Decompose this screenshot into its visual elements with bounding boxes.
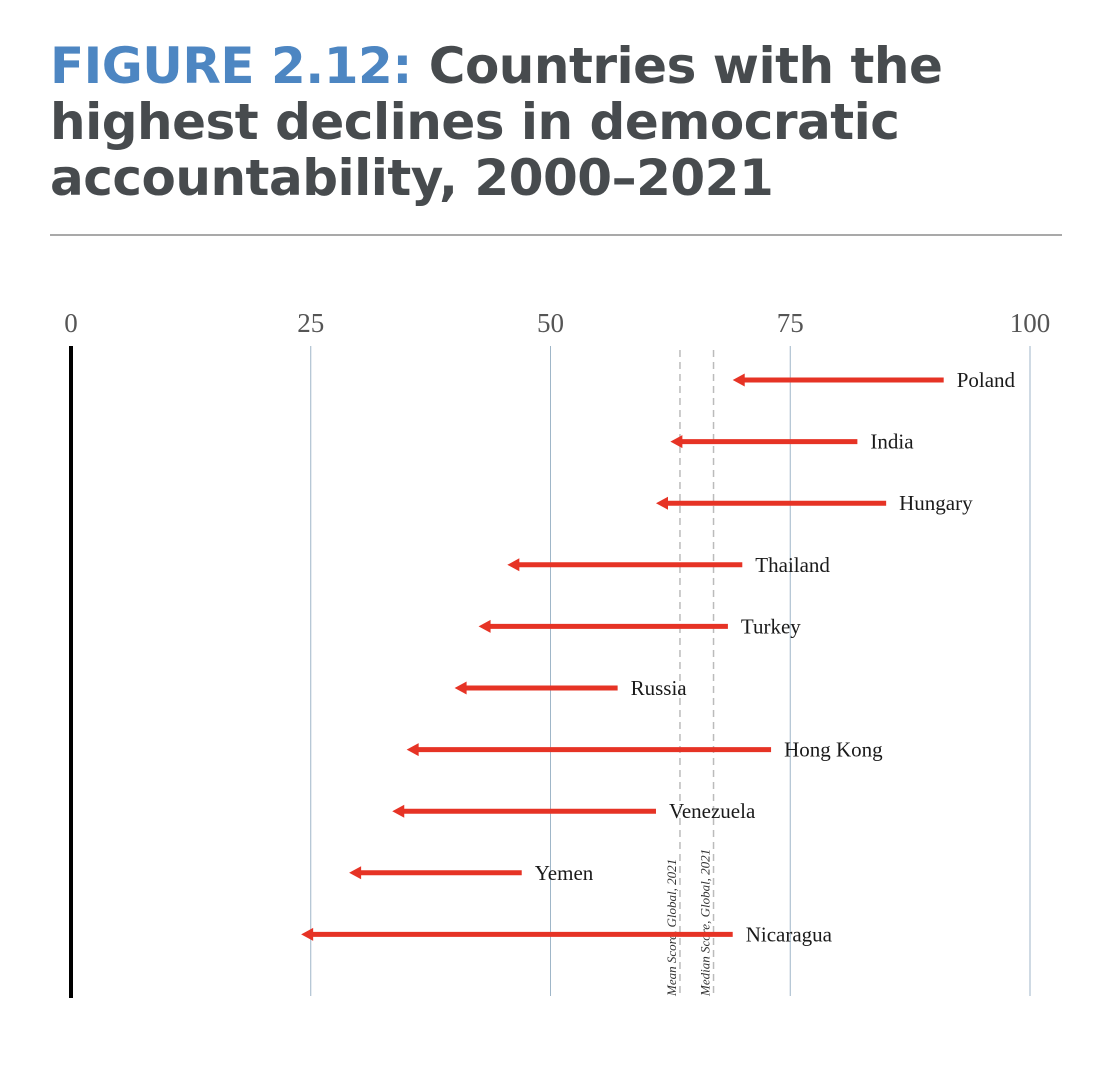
country-label-thailand: Thailand [755,553,830,577]
dumbbell-chart: Mean Score, Global, 2021 Median Score, Gl… [64,308,1050,998]
x-tick-label-50: 50 [537,308,564,338]
x-tick-label-75: 75 [777,308,804,338]
country-label-venezuela: Venezuela [669,799,756,823]
country-label-nicaragua: Nicaragua [746,922,833,946]
arrow-head-hungary [655,496,668,510]
arrow-head-hong-kong [406,743,419,757]
arrow-head-nicaragua [301,927,314,941]
arrow-head-poland [732,373,745,387]
arrow-head-russia [454,681,467,695]
arrow-head-yemen [349,866,362,880]
figure-label: FIGURE 2.12: [50,37,412,95]
title-divider [50,234,1062,236]
reference-layer: Mean Score, Global, 2021 Median Score, Gl… [664,350,715,997]
country-label-hong-kong: Hong Kong [784,738,883,762]
country-label-turkey: Turkey [741,614,801,638]
country-label-russia: Russia [631,676,688,700]
arrow-head-india [670,435,683,449]
grid-layer [310,346,1031,996]
x-tick-label-25: 25 [297,308,324,338]
arrow-head-thailand [507,558,520,572]
figure-title: FIGURE 2.12: Countries with the highest … [50,38,1070,206]
arrow-head-venezuela [392,804,405,818]
title-block: FIGURE 2.12: Countries with the highest … [50,38,1070,206]
arrow-head-turkey [478,619,491,633]
reference-label-0: Mean Score, Global, 2021 [664,859,679,997]
x-tick-label-0: 0 [64,308,78,338]
country-label-yemen: Yemen [535,861,594,885]
reference-label-1: Median Score, Global, 2021 [698,849,713,997]
country-label-hungary: Hungary [899,491,973,515]
country-label-poland: Poland [957,368,1016,392]
arrow-layer: Poland India Hungary Thailand Turkey Russia Ho… [301,368,1016,946]
x-tick-label-100: 100 [1010,308,1051,338]
country-label-india: India [870,430,914,454]
figure-title-text: Countries with the highest declines in d… [50,37,943,207]
axis-layer: 0 25 50 75 100 [64,308,1050,998]
